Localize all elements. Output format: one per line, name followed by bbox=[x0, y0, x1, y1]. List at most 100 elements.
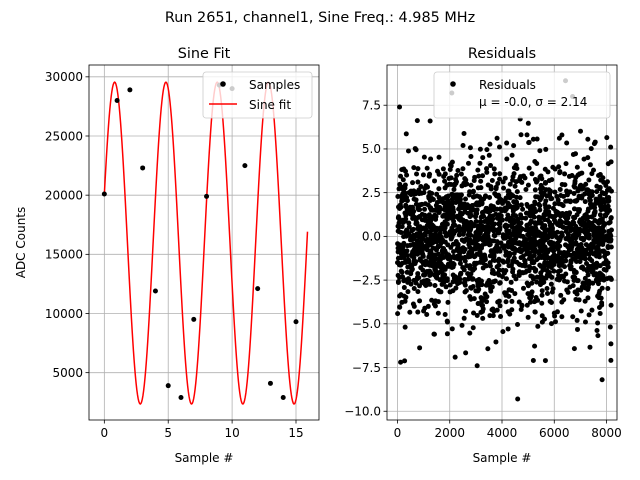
residual-point bbox=[496, 246, 502, 252]
legend-samples-marker bbox=[220, 81, 226, 87]
residual-point bbox=[538, 195, 544, 201]
residual-point bbox=[456, 232, 462, 238]
residual-point bbox=[399, 269, 405, 275]
residual-point bbox=[474, 211, 480, 217]
residual-point bbox=[527, 206, 533, 212]
residual-point bbox=[552, 201, 558, 207]
residual-point bbox=[512, 183, 518, 189]
residual-outlier-point bbox=[530, 358, 536, 364]
residual-point bbox=[489, 284, 495, 290]
sample-point bbox=[178, 395, 184, 401]
residual-point bbox=[411, 286, 417, 292]
residual-point bbox=[591, 233, 597, 239]
residual-point bbox=[512, 291, 518, 297]
residual-point bbox=[476, 202, 482, 208]
residual-point bbox=[495, 299, 501, 305]
residual-point bbox=[595, 246, 601, 252]
residual-point bbox=[410, 250, 416, 256]
residual-point bbox=[397, 293, 403, 299]
residual-point bbox=[478, 222, 484, 228]
residual-point bbox=[527, 295, 533, 301]
residual-point bbox=[525, 244, 531, 250]
residual-point bbox=[570, 151, 576, 157]
residual-point bbox=[406, 208, 412, 214]
residual-point bbox=[428, 156, 434, 162]
residual-point bbox=[567, 199, 573, 205]
residual-point bbox=[513, 239, 519, 245]
residual-point bbox=[476, 173, 482, 179]
residual-point bbox=[576, 207, 582, 213]
residual-point bbox=[417, 345, 423, 351]
residual-point bbox=[608, 227, 614, 233]
residual-point bbox=[541, 211, 547, 217]
residual-point bbox=[607, 324, 613, 330]
residual-point bbox=[563, 236, 569, 242]
residual-point bbox=[592, 210, 598, 216]
residuals-ytick-label: 5.0 bbox=[362, 142, 381, 156]
residual-point bbox=[523, 210, 529, 216]
residual-point bbox=[563, 198, 569, 204]
residuals-ytick-label: 0.0 bbox=[362, 230, 381, 244]
residual-point bbox=[415, 271, 421, 277]
residual-point bbox=[519, 302, 525, 308]
residual-point bbox=[599, 300, 605, 306]
residual-point bbox=[538, 270, 544, 276]
residual-point bbox=[395, 311, 401, 317]
residual-point bbox=[560, 203, 566, 209]
residual-point bbox=[441, 279, 447, 285]
residual-point bbox=[453, 239, 459, 245]
sample-point bbox=[267, 380, 273, 386]
residual-point bbox=[424, 312, 430, 318]
residual-point bbox=[485, 280, 491, 286]
residual-point bbox=[397, 181, 403, 187]
residual-point bbox=[483, 263, 489, 269]
residual-point bbox=[490, 253, 496, 259]
residual-point bbox=[539, 292, 545, 298]
residual-point bbox=[404, 229, 410, 235]
residual-point bbox=[415, 179, 421, 185]
residual-point bbox=[464, 263, 470, 269]
residual-point bbox=[442, 264, 448, 270]
residual-outlier-point bbox=[515, 396, 521, 402]
residual-point bbox=[516, 269, 522, 275]
residual-point bbox=[467, 145, 473, 151]
residual-point bbox=[399, 198, 405, 204]
sine-fit-xtick-label: 15 bbox=[288, 426, 303, 440]
residual-point bbox=[413, 242, 419, 247]
residual-point bbox=[477, 160, 483, 166]
residual-point bbox=[600, 197, 606, 203]
residual-point bbox=[599, 216, 605, 222]
residual-point bbox=[548, 300, 554, 306]
residual-point bbox=[431, 331, 437, 337]
residual-point bbox=[592, 139, 598, 145]
residual-point bbox=[557, 170, 563, 176]
residual-point bbox=[605, 198, 611, 204]
residual-point bbox=[532, 309, 538, 315]
residual-point bbox=[484, 294, 490, 300]
residual-point bbox=[488, 163, 494, 169]
residual-point bbox=[604, 179, 610, 185]
residual-point bbox=[407, 309, 413, 315]
residual-point bbox=[526, 264, 532, 270]
residual-point bbox=[546, 178, 552, 184]
residual-point bbox=[442, 185, 448, 191]
residual-point bbox=[498, 213, 504, 219]
residual-point bbox=[413, 191, 419, 197]
residual-point bbox=[505, 326, 511, 332]
residual-point bbox=[529, 258, 535, 264]
residual-point bbox=[562, 264, 568, 270]
residual-point bbox=[573, 198, 579, 204]
residual-point bbox=[538, 245, 544, 251]
residual-point bbox=[598, 241, 604, 247]
residual-point bbox=[445, 197, 451, 203]
residual-point bbox=[411, 165, 417, 171]
residual-point bbox=[410, 232, 416, 238]
residual-point bbox=[448, 235, 454, 241]
residual-point bbox=[596, 291, 602, 297]
residual-point bbox=[585, 272, 591, 278]
residual-point bbox=[589, 192, 595, 198]
residual-point bbox=[440, 250, 446, 256]
residual-point bbox=[570, 314, 576, 320]
residuals-ytick-label: 7.5 bbox=[362, 99, 381, 113]
residual-point bbox=[415, 289, 421, 295]
